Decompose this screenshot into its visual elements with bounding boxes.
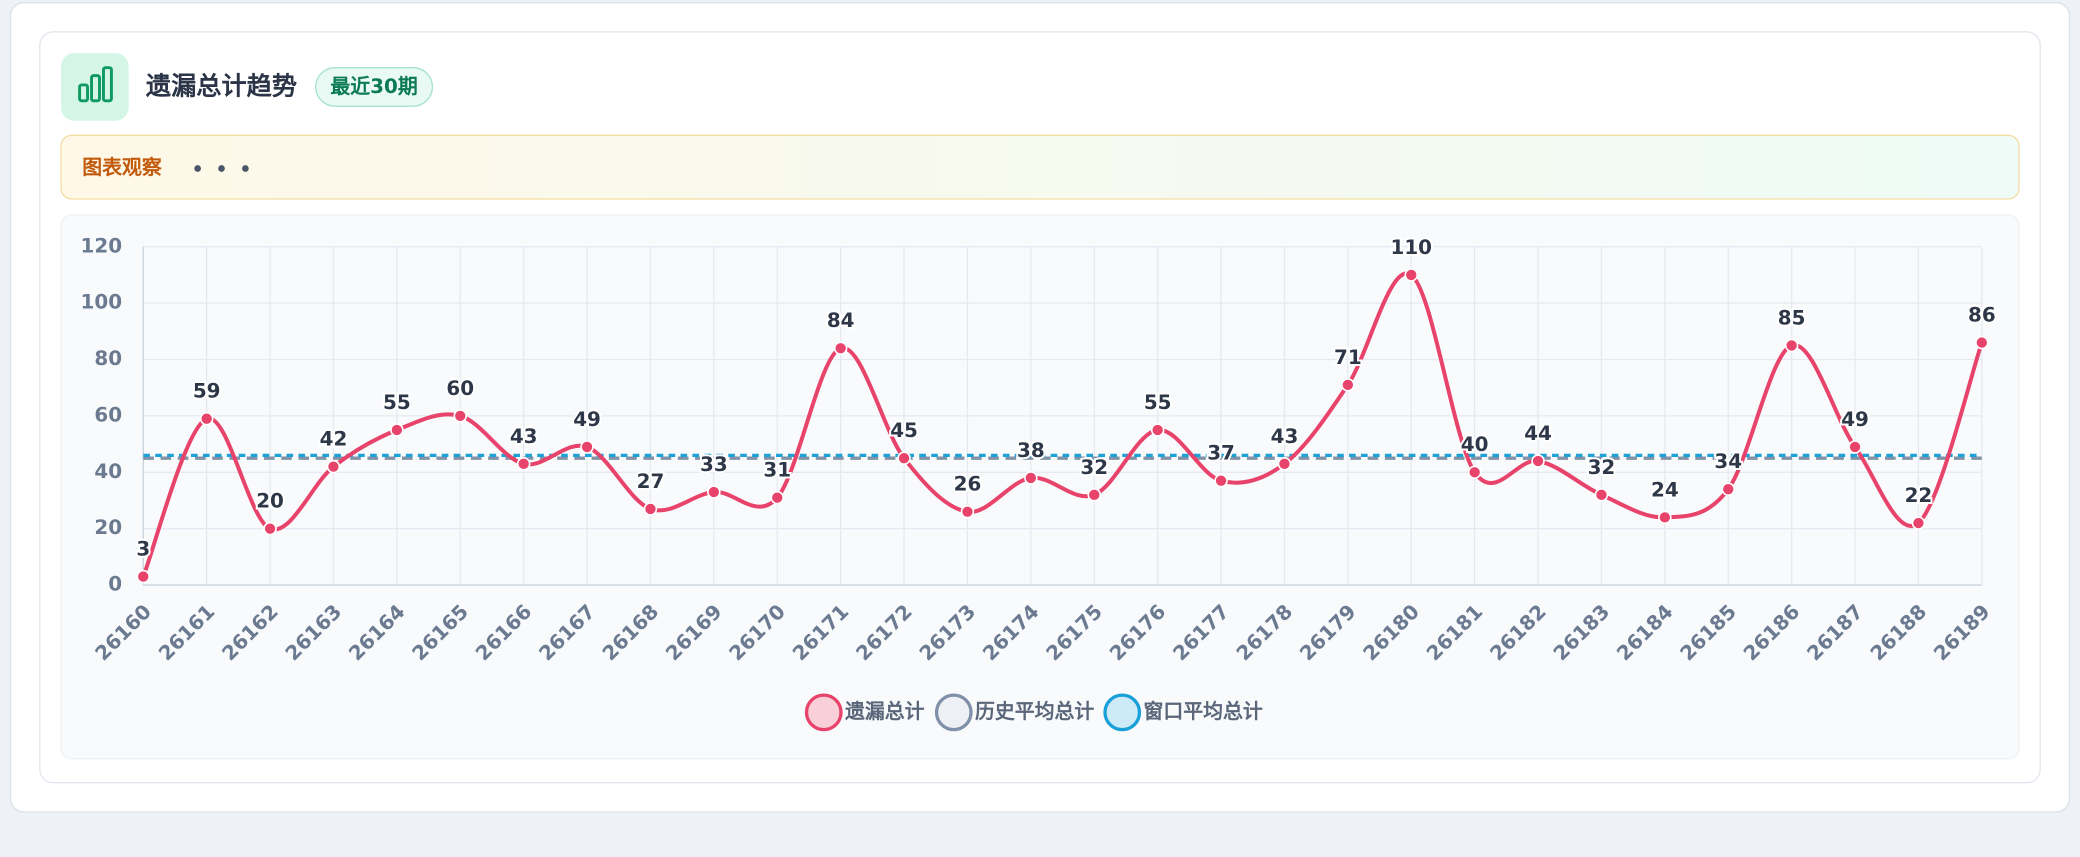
data-label: 84 [827, 309, 855, 332]
data-label: 40 [1461, 433, 1489, 456]
point [1531, 454, 1545, 468]
data-label: 86 [1968, 304, 1996, 327]
data-label: 20 [256, 490, 284, 513]
point [707, 485, 721, 499]
point [1087, 488, 1102, 502]
legend-swatch [1103, 693, 1142, 732]
data-label: 110 [1390, 236, 1432, 259]
point [1214, 473, 1228, 488]
y-tick-label: 100 [81, 291, 123, 314]
data-label: 22 [1905, 484, 1933, 507]
y-tick-label: 20 [94, 516, 122, 539]
data-label: 43 [510, 425, 538, 448]
point [1467, 465, 1482, 480]
point [326, 459, 341, 474]
point [390, 423, 404, 437]
data-label: 85 [1778, 306, 1806, 329]
data-label: 34 [1714, 450, 1742, 473]
point [770, 490, 785, 505]
point [1658, 510, 1672, 525]
data-label: 55 [383, 391, 411, 414]
point [1721, 482, 1736, 496]
data-label: 44 [1524, 422, 1552, 445]
legend-swatch [934, 693, 973, 732]
y-tick-label: 80 [94, 347, 122, 370]
data-label: 27 [637, 470, 665, 493]
legend-label: 窗口平均总计 [1143, 700, 1262, 723]
point [199, 411, 214, 426]
point [1911, 516, 1926, 530]
data-label: 49 [573, 408, 601, 431]
data-label: 31 [763, 459, 791, 482]
data-label: 38 [1017, 439, 1045, 462]
card-title: 遗漏总计趋势 [146, 72, 297, 101]
point [960, 504, 975, 519]
point [1594, 488, 1609, 502]
point [1150, 423, 1165, 437]
line [141, 271, 1984, 578]
data-label: 33 [700, 453, 728, 476]
data-label: 26 [954, 473, 982, 496]
y-tick-label: 60 [94, 403, 122, 426]
point [1975, 335, 1989, 350]
point [643, 502, 658, 516]
observation-label: 图表观察 [82, 156, 163, 179]
point [833, 341, 848, 356]
data-label: 71 [1334, 346, 1362, 369]
point [1024, 471, 1038, 485]
y-tick-label: 0 [108, 573, 122, 596]
plot-panel [60, 214, 2020, 760]
data-label: 55 [1144, 391, 1172, 414]
badge-text: 最近30期 [330, 75, 417, 98]
point [516, 457, 531, 471]
data-label: 43 [1271, 425, 1299, 448]
chart-icon [78, 66, 113, 103]
point [1277, 457, 1292, 471]
data-label: 49 [1841, 408, 1869, 431]
point [136, 569, 151, 584]
icon-bg [61, 53, 129, 121]
data-label: 37 [1207, 442, 1235, 465]
legend-swatch [804, 693, 843, 732]
point [897, 451, 911, 465]
data-label: 42 [320, 428, 348, 451]
point [453, 409, 468, 423]
point [1404, 268, 1419, 282]
point [263, 521, 277, 536]
data-label: 24 [1651, 478, 1679, 501]
more-icon [194, 165, 249, 172]
point [1848, 440, 1862, 454]
badge [315, 67, 434, 107]
legend-label: 历史平均总计 [975, 700, 1094, 723]
point [1784, 338, 1799, 353]
data-label: 45 [890, 419, 918, 442]
data-label: 3 [136, 538, 150, 561]
data-label: 32 [1080, 456, 1108, 479]
y-tick-label: 40 [94, 460, 122, 483]
point [1341, 378, 1355, 392]
y-tick-label: 120 [81, 234, 123, 257]
legend-label: 遗漏总计 [844, 700, 925, 723]
data-label: 59 [193, 380, 221, 403]
data-label: 32 [1588, 456, 1616, 479]
observation-box[interactable] [60, 134, 2020, 200]
data-label: 60 [446, 377, 474, 400]
point [580, 440, 594, 454]
